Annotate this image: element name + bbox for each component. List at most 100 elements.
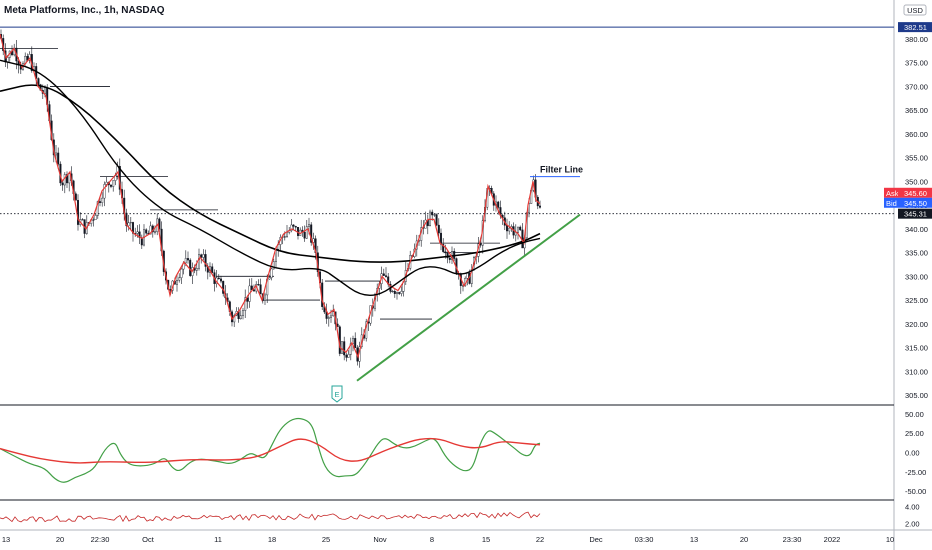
time-tick-label: Dec: [589, 535, 603, 544]
price-tag-label: Ask: [886, 189, 899, 198]
price-tag-label: Bid: [886, 199, 897, 208]
trendline-green[interactable]: [356, 213, 581, 382]
candle-body: [61, 182, 64, 186]
time-tick-label: 13: [2, 535, 10, 544]
oscillator-axis-ticks: 50.00 25.00 0.00 -25.00 -50.00: [905, 410, 926, 496]
candle-body: [347, 354, 350, 358]
price-tick-label: 380.00: [905, 35, 928, 44]
sub-indicator-line: [0, 511, 541, 523]
candle-body: [290, 224, 293, 231]
currency-badge[interactable]: [903, 4, 927, 16]
price-tick-label: 310.00: [905, 367, 928, 376]
candle-body: [222, 280, 225, 294]
oscillator-tick-label: -50.00: [905, 487, 926, 496]
candle-body: [63, 174, 66, 186]
candle-body: [219, 278, 222, 282]
price-tag-bg: [898, 208, 932, 219]
time-tick-label: Oct: [142, 535, 155, 544]
candle-body: [391, 291, 394, 293]
candle-body: [233, 315, 236, 323]
candle-body: [195, 268, 198, 271]
candle-body: [94, 215, 97, 220]
price-tag-bg: [898, 187, 932, 198]
candle-body: [312, 238, 315, 243]
oscillator-tick-label: 50.00: [905, 410, 924, 419]
candle-body: [153, 231, 156, 233]
candle-body: [393, 291, 396, 294]
price-tag-label-bg: [884, 187, 898, 198]
candle-body: [508, 227, 511, 232]
candle-body: [268, 277, 271, 280]
candle-body: [250, 285, 253, 290]
price-tags: 382.51 Ask 345.60 Bid 345.50 345.31: [884, 22, 932, 219]
moving-average-red: [0, 34, 541, 359]
candle-body: [81, 219, 84, 221]
price-tag-value: 382.51: [904, 23, 927, 32]
candle-body: [305, 226, 308, 239]
candle-body: [109, 184, 112, 187]
candle-body: [286, 232, 289, 238]
candle-body: [444, 251, 447, 254]
price-tick-label: 360.00: [905, 130, 928, 139]
moving-average-black: [0, 84, 541, 263]
candle-body: [37, 78, 40, 85]
candle-body: [92, 219, 95, 221]
candle-body: [343, 341, 346, 356]
price-tick-label: 340.00: [905, 225, 928, 234]
time-tick-label: 25: [322, 535, 330, 544]
candle-body: [145, 229, 148, 234]
time-tick-label: 11: [214, 535, 222, 544]
candle-body: [497, 201, 500, 208]
time-tick-label: 8: [430, 535, 434, 544]
price-tag-label-bg: [884, 197, 898, 208]
moving-average-black-fast: [0, 59, 541, 297]
earnings-event-label: E: [334, 390, 339, 399]
candle-body: [241, 310, 244, 316]
candle-body: [270, 268, 273, 278]
price-tag-value: 345.31: [904, 210, 927, 219]
candle-body: [169, 289, 172, 291]
candle-body: [65, 174, 68, 184]
price-tick-label: 320.00: [905, 320, 928, 329]
candle-body: [204, 254, 207, 267]
candle-body: [55, 152, 58, 156]
price-tick-label: 355.00: [905, 154, 928, 163]
oscillator-tick-label: 0.00: [905, 449, 920, 458]
candle-body: [294, 226, 297, 228]
candle-body: [398, 292, 401, 294]
price-tick-label: 335.00: [905, 249, 928, 258]
time-tick-label: 18: [268, 535, 276, 544]
candle-body: [442, 244, 445, 252]
candle-body: [101, 197, 104, 203]
time-tick-label: 20: [56, 535, 64, 544]
price-tag-bg: [898, 22, 932, 33]
candle-body: [175, 280, 178, 285]
candle-body: [448, 257, 451, 260]
price-tick-label: 330.00: [905, 272, 928, 281]
oscillator-green-line: [0, 417, 541, 483]
time-tick-label: Nov: [373, 535, 387, 544]
price-tick-label: 375.00: [905, 59, 928, 68]
sub-indicator-tick-label: 4.00: [905, 502, 920, 511]
sub-indicator-axis-ticks: 4.00 2.00: [905, 502, 920, 528]
candle-body: [149, 225, 152, 235]
candle-body: [345, 354, 348, 358]
candle-body: [539, 205, 542, 208]
price-tick-label: 325.00: [905, 296, 928, 305]
candle-body: [180, 268, 183, 278]
candle-body: [127, 222, 130, 227]
time-tick-label: 22: [536, 535, 544, 544]
earnings-icon[interactable]: [331, 385, 343, 403]
price-tag-bg: [898, 197, 932, 208]
time-tick-label: 20: [740, 535, 748, 544]
candle-body: [466, 273, 469, 279]
sub-indicator-tick-label: 2.00: [905, 520, 920, 529]
oscillator-tick-label: 25.00: [905, 429, 924, 438]
candle-body: [327, 317, 330, 319]
candle-body: [437, 224, 440, 234]
earnings-event-marker[interactable]: E: [331, 385, 343, 403]
candle-body: [272, 261, 275, 270]
candle-body: [200, 254, 203, 258]
candle-body: [519, 226, 522, 231]
